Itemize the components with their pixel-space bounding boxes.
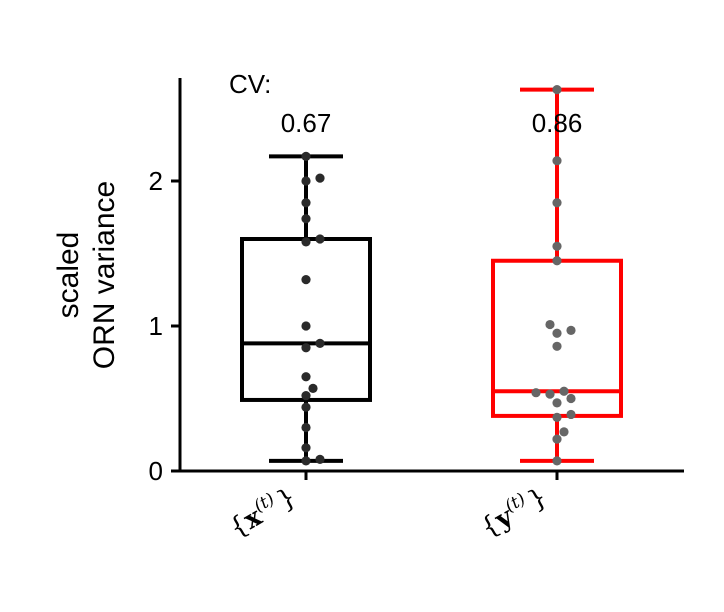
x-category-label-y: {y(t)}: [474, 479, 552, 543]
data-point-y-14: [545, 319, 555, 330]
y-axis-label-line-1: scaled: [52, 232, 85, 319]
data-point-y-1: [552, 456, 562, 466]
data-point-y-8: [545, 389, 555, 399]
data-point-x-1: [301, 456, 311, 466]
data-point-x-16: [301, 198, 311, 208]
data-point-y-18: [552, 156, 562, 166]
data-point-y-2: [552, 434, 562, 444]
data-point-y-16: [552, 241, 562, 251]
x-category-labels: {x(t)} {y(t)}: [223, 479, 552, 544]
data-point-y-6: [552, 398, 562, 408]
brace-close: }: [523, 482, 552, 516]
data-point-y-19: [552, 85, 562, 95]
data-point-x-18: [315, 173, 325, 183]
data-point-x-11: [301, 321, 311, 331]
data-point-x-6: [301, 391, 311, 401]
data-point-y-4: [552, 412, 562, 422]
boxes: [240, 85, 623, 466]
x-category-label-x: {x(t)}: [223, 479, 302, 543]
box-x: [240, 151, 372, 466]
data-point-y-11: [552, 341, 562, 351]
data-point-x-17: [301, 176, 311, 186]
data-point-x-5: [301, 402, 311, 412]
y-ticks: 0 1 2: [149, 166, 180, 486]
cv-annotations: CV: 0.67 0.86: [229, 69, 582, 138]
data-point-x-15: [301, 214, 311, 224]
data-point-x-8: [301, 372, 311, 382]
data-point-y-7: [566, 393, 576, 404]
y-axis-label-line-2: ORN variance: [88, 181, 121, 369]
data-point-y-12: [552, 328, 562, 338]
data-point-x-9: [301, 343, 311, 353]
brace-close: }: [272, 482, 301, 516]
y-tick-label-1: 1: [149, 311, 163, 341]
data-point-y-15: [552, 256, 562, 266]
cv-value-y: 0.86: [532, 108, 583, 138]
data-point-y-9: [531, 388, 541, 398]
data-point-y-5: [566, 409, 576, 420]
data-point-x-14: [315, 234, 325, 244]
cv-header: CV:: [229, 69, 271, 99]
data-point-x-10: [315, 338, 325, 348]
data-point-y-3: [559, 427, 569, 437]
data-point-x-4: [301, 422, 311, 433]
y-tick-label-2: 2: [149, 166, 163, 196]
y-tick-label-0: 0: [149, 456, 163, 486]
data-point-x-12: [301, 275, 311, 285]
data-point-y-17: [552, 198, 562, 208]
data-point-x-2: [315, 454, 325, 464]
axes: [178, 78, 684, 480]
data-point-x-7: [308, 383, 318, 393]
data-point-x-3: [301, 443, 311, 453]
data-point-x-19: [301, 151, 311, 161]
data-point-y-10: [559, 386, 569, 396]
data-point-x-13: [301, 237, 311, 247]
box-y: [491, 85, 623, 466]
cv-value-x: 0.67: [281, 108, 332, 138]
y-axis-label: scaled ORN variance: [52, 181, 121, 369]
data-point-y-13: [566, 325, 576, 335]
